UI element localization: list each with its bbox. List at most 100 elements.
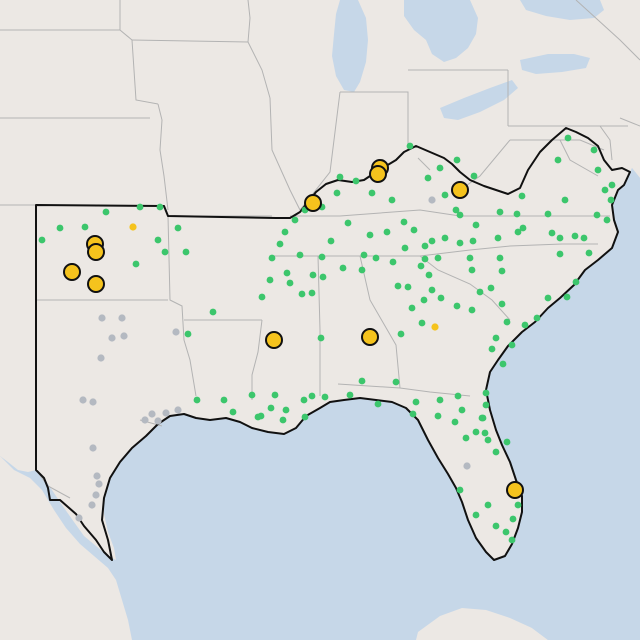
green-marker[interactable]	[410, 226, 418, 234]
green-marker[interactable]	[389, 258, 397, 266]
small-yellow-marker[interactable]	[431, 323, 439, 331]
large-yellow-marker[interactable]	[506, 481, 524, 499]
green-marker[interactable]	[456, 486, 464, 494]
green-marker[interactable]	[518, 192, 526, 200]
green-marker[interactable]	[487, 284, 495, 292]
green-marker[interactable]	[484, 436, 492, 444]
green-marker[interactable]	[470, 172, 478, 180]
green-marker[interactable]	[409, 410, 417, 418]
green-marker[interactable]	[321, 393, 329, 401]
green-marker[interactable]	[428, 237, 436, 245]
green-marker[interactable]	[482, 389, 490, 397]
gray-marker[interactable]	[463, 462, 471, 470]
green-marker[interactable]	[374, 400, 382, 408]
green-marker[interactable]	[488, 345, 496, 353]
gray-marker[interactable]	[154, 417, 162, 425]
green-marker[interactable]	[462, 434, 470, 442]
gray-marker[interactable]	[88, 501, 96, 509]
gray-marker[interactable]	[120, 332, 128, 340]
green-marker[interactable]	[418, 319, 426, 327]
green-marker[interactable]	[492, 522, 500, 530]
green-marker[interactable]	[346, 391, 354, 399]
green-marker[interactable]	[366, 231, 374, 239]
green-marker[interactable]	[417, 262, 425, 270]
gray-marker[interactable]	[428, 196, 436, 204]
gray-marker[interactable]	[141, 416, 149, 424]
green-marker[interactable]	[156, 203, 164, 211]
green-marker[interactable]	[209, 308, 217, 316]
green-marker[interactable]	[601, 186, 609, 194]
green-marker[interactable]	[472, 428, 480, 436]
large-yellow-marker[interactable]	[87, 275, 105, 293]
green-marker[interactable]	[580, 234, 588, 242]
green-marker[interactable]	[318, 253, 326, 261]
green-marker[interactable]	[283, 269, 291, 277]
gray-marker[interactable]	[98, 314, 106, 322]
green-marker[interactable]	[412, 398, 420, 406]
green-marker[interactable]	[513, 210, 521, 218]
green-marker[interactable]	[132, 260, 140, 268]
green-marker[interactable]	[308, 289, 316, 297]
green-marker[interactable]	[319, 273, 327, 281]
green-marker[interactable]	[258, 293, 266, 301]
green-marker[interactable]	[508, 341, 516, 349]
green-marker[interactable]	[248, 391, 256, 399]
green-marker[interactable]	[561, 196, 569, 204]
green-marker[interactable]	[358, 266, 366, 274]
green-marker[interactable]	[394, 282, 402, 290]
green-marker[interactable]	[453, 302, 461, 310]
green-marker[interactable]	[401, 244, 409, 252]
green-marker[interactable]	[268, 254, 276, 262]
green-marker[interactable]	[154, 236, 162, 244]
green-marker[interactable]	[544, 294, 552, 302]
green-marker[interactable]	[492, 448, 500, 456]
green-marker[interactable]	[420, 296, 428, 304]
green-marker[interactable]	[309, 271, 317, 279]
green-marker[interactable]	[533, 314, 541, 322]
green-marker[interactable]	[434, 412, 442, 420]
green-marker[interactable]	[229, 408, 237, 416]
green-marker[interactable]	[339, 264, 347, 272]
green-marker[interactable]	[441, 234, 449, 242]
green-marker[interactable]	[556, 250, 564, 258]
gray-marker[interactable]	[79, 396, 87, 404]
green-marker[interactable]	[298, 290, 306, 298]
gray-marker[interactable]	[95, 480, 103, 488]
green-marker[interactable]	[388, 196, 396, 204]
green-marker[interactable]	[590, 146, 598, 154]
green-marker[interactable]	[336, 173, 344, 181]
large-yellow-marker[interactable]	[265, 331, 283, 349]
green-marker[interactable]	[608, 181, 616, 189]
green-marker[interactable]	[267, 404, 275, 412]
green-marker[interactable]	[498, 300, 506, 308]
green-marker[interactable]	[333, 189, 341, 197]
green-marker[interactable]	[514, 501, 522, 509]
green-marker[interactable]	[441, 191, 449, 199]
green-marker[interactable]	[548, 229, 556, 237]
green-marker[interactable]	[327, 237, 335, 245]
green-marker[interactable]	[368, 189, 376, 197]
large-yellow-marker[interactable]	[451, 181, 469, 199]
green-marker[interactable]	[317, 334, 325, 342]
green-marker[interactable]	[404, 283, 412, 291]
green-marker[interactable]	[344, 219, 352, 227]
green-marker[interactable]	[468, 306, 476, 314]
green-marker[interactable]	[81, 223, 89, 231]
green-marker[interactable]	[282, 406, 290, 414]
green-marker[interactable]	[424, 174, 432, 182]
green-marker[interactable]	[456, 239, 464, 247]
green-marker[interactable]	[484, 501, 492, 509]
green-marker[interactable]	[496, 208, 504, 216]
green-marker[interactable]	[300, 396, 308, 404]
gray-marker[interactable]	[89, 444, 97, 452]
green-marker[interactable]	[281, 228, 289, 236]
green-marker[interactable]	[469, 237, 477, 245]
green-marker[interactable]	[276, 240, 284, 248]
green-marker[interactable]	[594, 166, 602, 174]
gray-marker[interactable]	[162, 409, 170, 417]
green-marker[interactable]	[472, 511, 480, 519]
green-marker[interactable]	[271, 391, 279, 399]
green-marker[interactable]	[572, 278, 580, 286]
green-marker[interactable]	[436, 164, 444, 172]
